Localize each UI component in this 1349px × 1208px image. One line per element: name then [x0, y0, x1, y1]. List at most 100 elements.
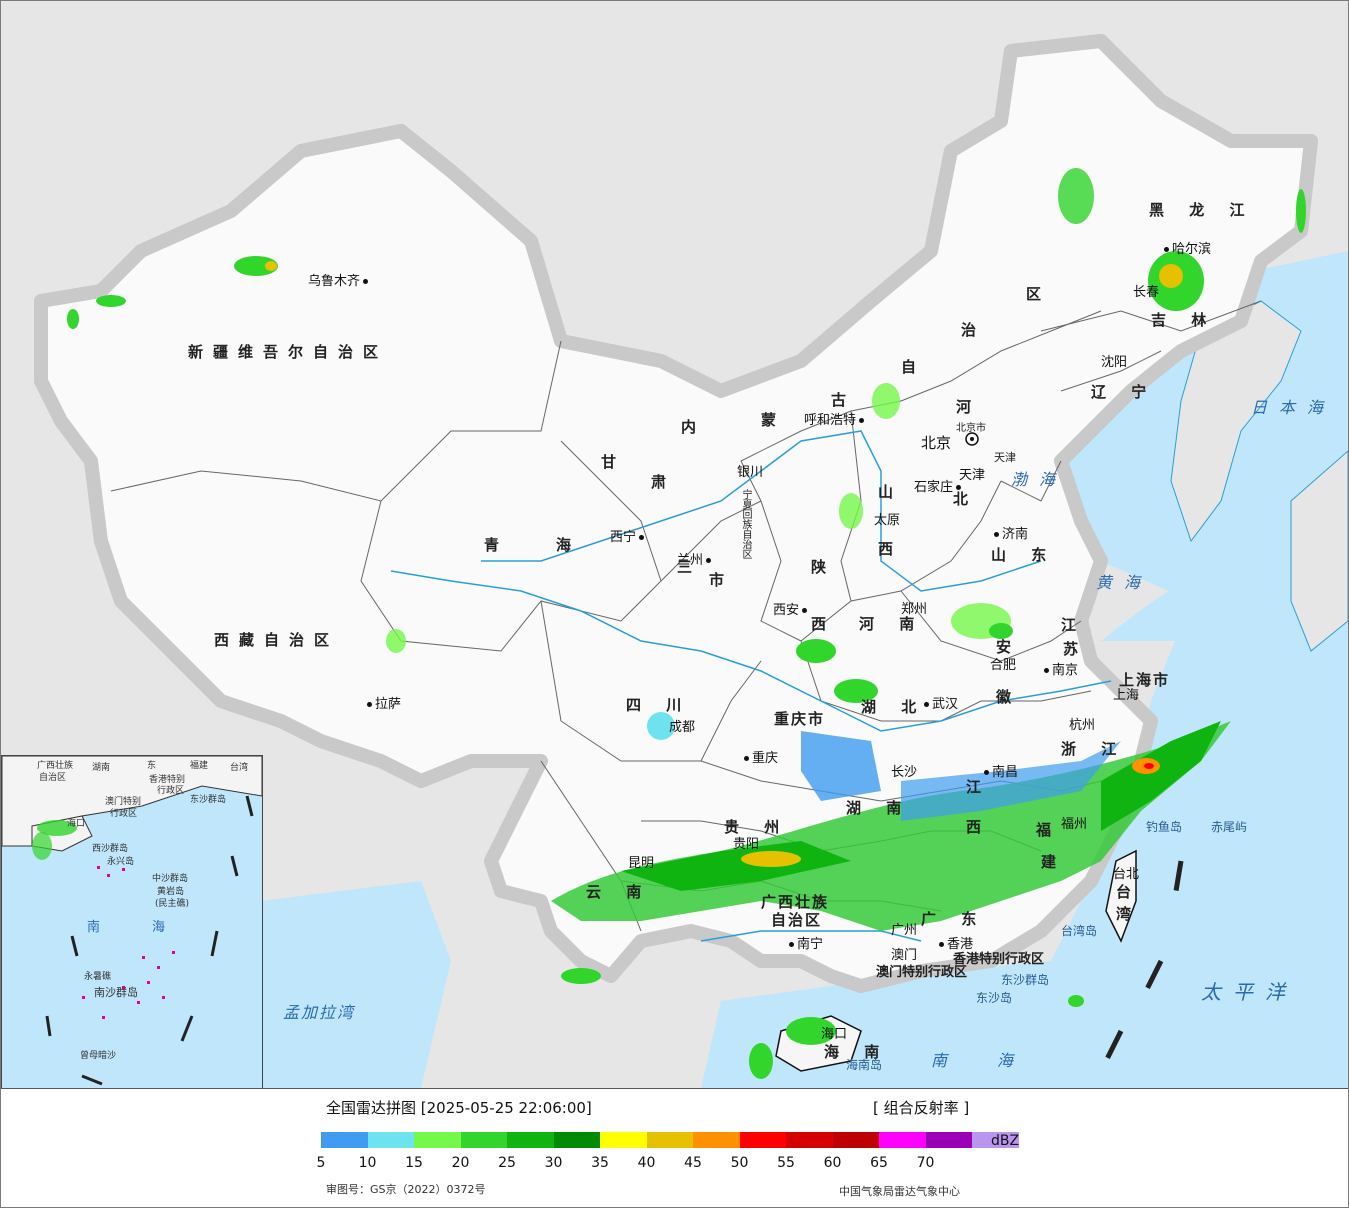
color-swatch — [786, 1132, 833, 1148]
capital-marker — [965, 432, 979, 446]
city-nanchang: 南昌 — [981, 761, 1018, 780]
province-shandong: 山 东 — [991, 546, 1057, 564]
color-swatch — [832, 1132, 879, 1148]
city-hohhot: 呼和浩特 — [804, 409, 867, 428]
province-fujian-2: 建 — [1041, 853, 1067, 871]
city-changsha: 长沙 — [891, 765, 918, 780]
inset-label-zhongsha: 中沙群岛 — [152, 874, 189, 884]
province-anhui-2: 徽 — [996, 688, 1022, 706]
province-qinghai-2: 海 — [556, 536, 582, 554]
city-hangzhou: 杭州 — [1069, 718, 1096, 733]
province-jiangsu-1: 江 — [1061, 616, 1087, 634]
city-urumqi: 乌鲁木齐 — [308, 270, 371, 289]
province-neimeng-3: 古 — [831, 391, 857, 409]
legend-unit: dBZ — [991, 1133, 1020, 1149]
legend-title: 全国雷达拼图 [2025-05-25 22:06:00] — [326, 1099, 592, 1117]
province-gansu-1: 甘 — [601, 453, 627, 471]
province-shaanxi-2: 西 — [811, 615, 837, 633]
color-swatch — [925, 1132, 972, 1148]
province-neimeng-2: 蒙 — [761, 411, 787, 429]
scale-tick-label: 20 — [451, 1155, 470, 1171]
inset-label-xisha: 西沙群岛 — [92, 844, 129, 854]
capital-marker-dot — [970, 437, 974, 441]
scale-tick-label: 60 — [823, 1155, 842, 1171]
province-neimeng-4: 自 — [901, 358, 927, 376]
inset-label-minzhu: (民主礁) — [155, 899, 190, 909]
color-swatch — [739, 1132, 786, 1148]
province-taiwan-2: 湾 — [1116, 905, 1142, 923]
color-swatch — [879, 1132, 926, 1148]
scale-tick-label: 25 — [498, 1155, 516, 1171]
color-swatch — [507, 1132, 554, 1148]
city-haikou: 海口 — [821, 1027, 848, 1042]
province-chongqing: 重庆市 — [774, 710, 826, 728]
color-scale — [321, 1132, 1019, 1148]
province-hebei-1: 河 — [956, 398, 982, 416]
city-fuzhou: 福州 — [1061, 817, 1088, 832]
inset-svg — [2, 756, 262, 1086]
inset-label-hunan: 湖南 — [92, 763, 111, 773]
province-neimeng-6: 区 — [1026, 285, 1052, 303]
island-hainan-island: 海南岛 — [846, 1058, 883, 1072]
city-lhasa: 拉萨 — [364, 693, 401, 712]
japan-land — [1290, 450, 1348, 652]
province-shaanxi-3: 市 — [709, 571, 735, 589]
province-heilongjiang: 黑 龙 江 — [1149, 201, 1255, 219]
province-zhejiang: 浙 江 — [1061, 740, 1127, 758]
city-changchun: 长春 — [1133, 285, 1160, 300]
color-swatch — [553, 1132, 600, 1148]
province-neimeng-5: 治 — [961, 321, 987, 339]
sea-japan-sea: 日本海 — [1251, 398, 1336, 417]
city-lanzhou: 兰州 — [677, 549, 714, 568]
city-beijing: 北京 — [921, 434, 952, 452]
scale-tick-label: 70 — [916, 1155, 935, 1171]
province-shanxi-2: 西 — [878, 540, 904, 558]
province-ningxia: 宁夏回族自治区 — [740, 489, 751, 559]
province-neimeng-1: 内 — [681, 418, 707, 436]
color-swatch — [646, 1132, 693, 1148]
scale-tick-label: 5 — [316, 1155, 326, 1171]
scale-tick-label: 45 — [684, 1155, 702, 1171]
inset-label-yongshu: 永暑礁 — [84, 972, 112, 982]
city-chengdu: 成都 — [669, 720, 696, 735]
inset-label-macau-2: 行政区 — [110, 809, 138, 819]
province-guangdong: 广 东 — [921, 910, 987, 928]
island-diaoyu: 钓鱼岛 — [1146, 820, 1183, 834]
sea-south-sea: 南海 — [931, 1051, 1064, 1070]
legend-panel: 全国雷达拼图 [2025-05-25 22:06:00] [ 组合反射率 ] 5… — [1, 1089, 1348, 1207]
inset-label-dongsha: 东沙群岛 — [190, 795, 227, 805]
legend-product: [ 组合反射率 ] — [873, 1099, 970, 1117]
province-yunnan: 云 南 — [586, 883, 652, 901]
province-guizhou: 贵 州 — [724, 818, 790, 836]
scale-tick-label: 55 — [777, 1155, 795, 1171]
island-dongsha-1: 东沙群岛 — [1001, 973, 1050, 987]
scale-tick-label: 40 — [637, 1155, 656, 1171]
inset-label-macau-1: 澳门特别 — [105, 797, 142, 807]
inset-label-haikou: 海口 — [67, 819, 86, 829]
province-sichuan: 四 川 — [626, 696, 692, 714]
scale-tick-label: 15 — [405, 1155, 423, 1171]
city-zhengzhou: 郑州 — [901, 602, 928, 617]
city-wuhan: 武汉 — [921, 693, 958, 712]
province-taiwan-1: 台 — [1116, 883, 1142, 901]
agency-name: 中国气象局雷达气象中心 — [839, 1185, 960, 1198]
sea-yellow — [1101, 541, 1348, 641]
city-harbin: 哈尔滨 — [1161, 238, 1211, 257]
city-taipei: 台北 — [1113, 867, 1140, 882]
city-xining: 西宁 — [610, 526, 647, 545]
province-hubei: 湖 北 — [861, 698, 927, 716]
color-swatch — [460, 1132, 507, 1148]
city-shijiazhuang: 石家庄 — [914, 476, 964, 495]
province-macau: 澳门特别行政区 — [876, 965, 968, 980]
inset-label-guangxi-2: 自治区 — [39, 773, 67, 783]
island-dongsha-2: 东沙岛 — [976, 991, 1013, 1005]
province-jiangxi-1: 江 — [966, 778, 992, 796]
province-shaanxi-1: 陕 — [811, 558, 837, 576]
province-shanxi-1: 山 — [878, 483, 904, 501]
inset-label-dong: 东 — [147, 761, 157, 771]
sea-bengal: 孟加拉湾 — [283, 1003, 356, 1022]
scale-tick-label: 50 — [730, 1155, 749, 1171]
province-gansu-3: 三 — [677, 558, 703, 576]
scale-tick-label: 35 — [591, 1155, 609, 1171]
